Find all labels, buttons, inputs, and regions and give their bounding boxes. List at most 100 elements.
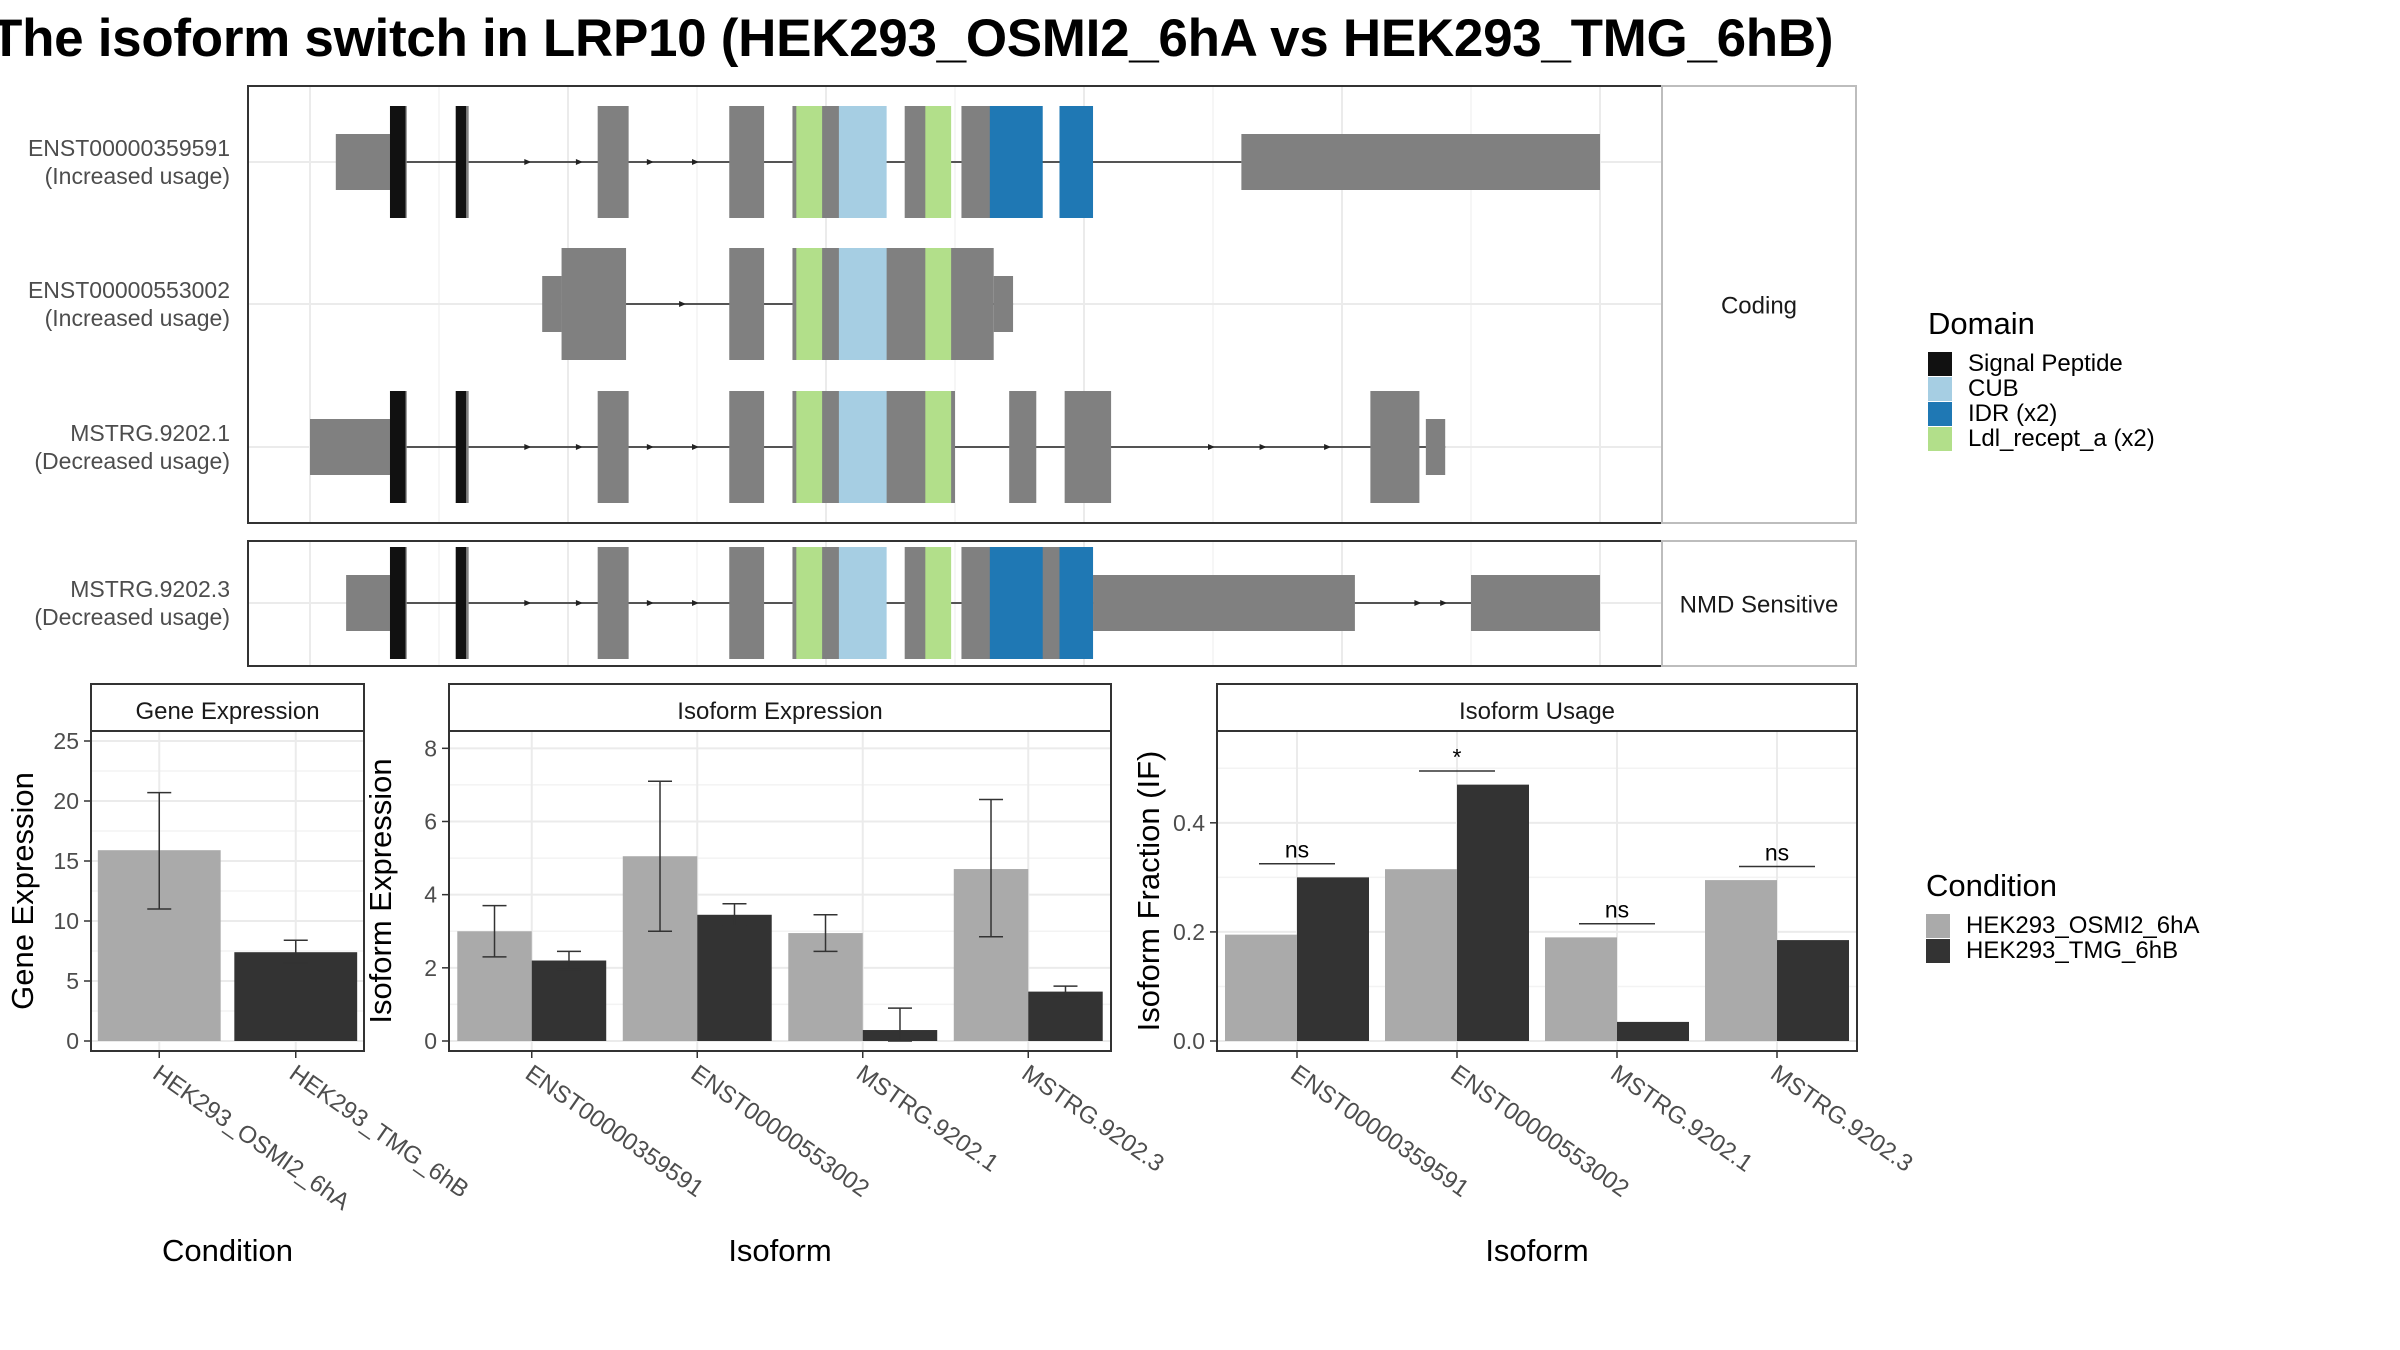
y-tick-label: 20 xyxy=(53,788,79,814)
y-tick-label: 15 xyxy=(53,848,79,874)
exon-block xyxy=(1064,391,1112,503)
domain-legend-swatch xyxy=(1928,352,1952,376)
isoform-usage-label: (Decreased usage) xyxy=(34,448,230,474)
intron-arrow xyxy=(575,444,583,450)
x-axis-title: Condition xyxy=(162,1233,293,1268)
facet-strip-nmd-label: NMD Sensitive xyxy=(1680,592,1839,619)
utr-block xyxy=(1425,419,1446,475)
domain-ldl xyxy=(925,391,952,503)
exon-block xyxy=(1370,391,1420,503)
chart-title-strip xyxy=(1216,683,1858,732)
domain-legend-label: IDR (x2) xyxy=(1968,400,2057,427)
exon-block xyxy=(729,547,765,659)
facet-strip-nmd xyxy=(1661,540,1857,667)
domain-signal_peptide xyxy=(389,391,406,503)
intron-arrow xyxy=(575,600,583,606)
bar xyxy=(697,914,772,1041)
chart-title: Gene Expression xyxy=(135,698,319,725)
condition-legend-swatch xyxy=(1926,939,1950,963)
intron-arrow xyxy=(1208,444,1215,450)
page-title: The isoform switch in LRP10 (HEK293_OSMI… xyxy=(0,9,1834,68)
exon-block xyxy=(792,248,994,360)
domain-signal_peptide xyxy=(389,547,406,659)
isoform-label: MSTRG.9202.1 xyxy=(70,420,230,446)
domain-ldl xyxy=(796,391,823,503)
utr-block xyxy=(346,575,390,631)
y-tick-label: 2 xyxy=(424,955,437,981)
intron-arrow xyxy=(1440,600,1448,606)
chart-title-strip xyxy=(448,683,1112,732)
domain-signal_peptide xyxy=(389,106,406,218)
bar xyxy=(1385,869,1457,1041)
domain-legend-label: Signal Peptide xyxy=(1968,350,2123,377)
x-tick-label: ENST00000553002 xyxy=(686,1060,874,1203)
bar xyxy=(1617,1021,1689,1041)
domain-signal_peptide xyxy=(455,106,467,218)
isoform-usage-label: (Decreased usage) xyxy=(34,604,230,630)
bar xyxy=(1705,880,1777,1041)
y-tick-label: 0 xyxy=(424,1028,437,1054)
y-tick-label: 6 xyxy=(424,808,437,834)
domain-legend-swatch xyxy=(1928,377,1952,401)
domain-legend-swatch xyxy=(1928,427,1952,451)
isoform-label: ENST00000553002 xyxy=(28,277,230,303)
chart-title-strip xyxy=(90,683,365,732)
intron-arrow xyxy=(646,444,654,450)
utr-block xyxy=(335,134,390,190)
significance-label: * xyxy=(1453,744,1462,770)
intron-arrow xyxy=(692,444,699,450)
significance-label: ns xyxy=(1285,837,1309,863)
x-tick-label: ENST00000359591 xyxy=(520,1060,708,1203)
bar xyxy=(1545,937,1617,1041)
domain-ldl xyxy=(796,547,823,659)
domain-legend-label: CUB xyxy=(1968,375,2019,402)
y-tick-label: 0.4 xyxy=(1173,810,1205,836)
intron-arrow xyxy=(1324,444,1332,450)
domain-cub xyxy=(838,106,887,218)
intron-arrow xyxy=(1414,600,1422,606)
intron-arrow xyxy=(524,600,532,606)
y-tick-label: 0 xyxy=(66,1028,79,1054)
x-axis-title: Isoform xyxy=(1485,1233,1588,1268)
bar xyxy=(1028,991,1103,1041)
intron-arrow xyxy=(1259,444,1267,450)
exon-block xyxy=(597,106,629,218)
y-tick-label: 5 xyxy=(66,968,79,994)
y-axis-title: Isoform Expression xyxy=(363,758,398,1023)
domain-signal_peptide xyxy=(455,547,467,659)
y-tick-label: 0.2 xyxy=(1173,919,1205,945)
intron-arrow xyxy=(646,159,654,165)
isoform-label: MSTRG.9202.3 xyxy=(70,576,230,602)
x-tick-label: MSTRG.9202.3 xyxy=(1017,1060,1169,1178)
isoform-usage-label: (Increased usage) xyxy=(45,163,230,189)
isoform-label: ENST00000359591 xyxy=(28,135,230,161)
x-tick-label: MSTRG.9202.1 xyxy=(1606,1060,1758,1178)
domain-ldl xyxy=(925,248,952,360)
exon-block xyxy=(729,106,765,218)
bar xyxy=(1457,784,1529,1041)
domain-idr xyxy=(1059,106,1094,218)
utr-block xyxy=(1471,575,1600,631)
x-tick-label: MSTRG.9202.3 xyxy=(1766,1060,1918,1178)
exon-block xyxy=(561,248,627,360)
bar xyxy=(1777,940,1849,1041)
exon-block xyxy=(597,391,629,503)
exon-block xyxy=(1009,391,1037,503)
intron-arrow xyxy=(692,159,699,165)
bar xyxy=(1225,934,1297,1041)
chart-title: Isoform Expression xyxy=(677,698,882,725)
utr-block xyxy=(1241,134,1600,190)
domain-legend-swatch xyxy=(1928,402,1952,426)
x-axis-title: Isoform xyxy=(728,1233,831,1268)
intron-arrow xyxy=(692,600,699,606)
y-tick-label: 8 xyxy=(424,735,437,761)
facet-strip-coding-label: Coding xyxy=(1721,293,1797,320)
bar xyxy=(531,960,607,1041)
domain-ldl xyxy=(925,106,952,218)
domain-legend-title: Domain xyxy=(1928,306,2035,341)
significance-label: ns xyxy=(1765,839,1789,865)
y-tick-label: 4 xyxy=(424,882,437,908)
bar xyxy=(1297,877,1369,1041)
domain-ldl xyxy=(796,248,823,360)
